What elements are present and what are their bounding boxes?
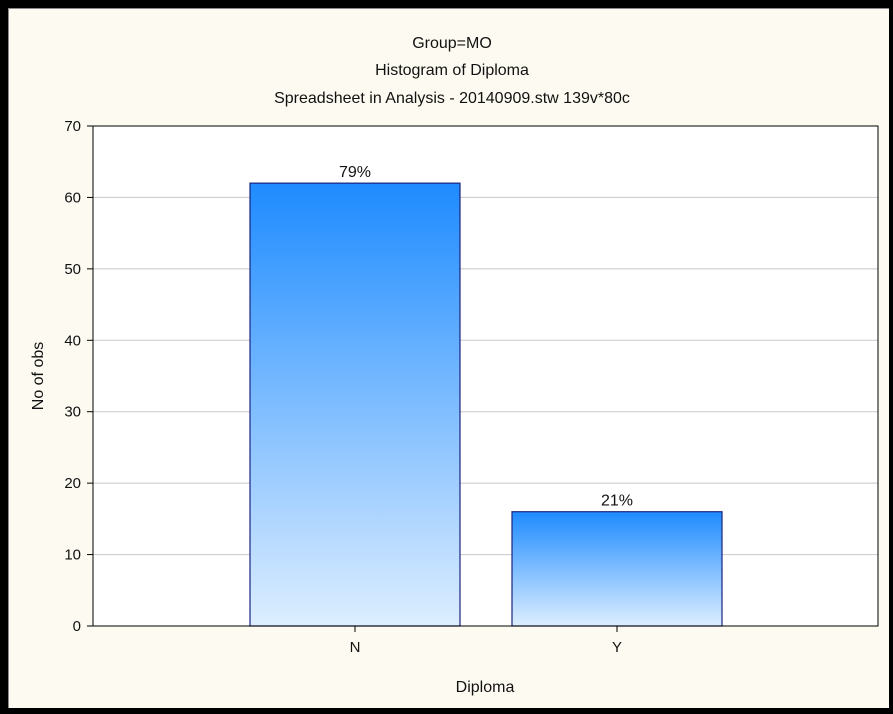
plot-border [92, 125, 879, 627]
y-tick-label: 0 [73, 618, 81, 635]
chart-title-line-2: Histogram of Diploma [375, 62, 529, 79]
y-tick-label: 50 [64, 261, 81, 278]
bar-y [511, 511, 723, 627]
y-tick-label: 60 [64, 189, 81, 206]
plot-area [93, 126, 878, 626]
y-tick-label: 20 [64, 475, 81, 492]
bars: 79% 21% [249, 164, 723, 627]
chart-title-line-3: Spreadsheet in Analysis - 20140909.stw 1… [274, 90, 630, 107]
y-axis-ticks: 0 10 20 30 40 50 60 70 [64, 118, 93, 635]
y-tick-label: 10 [64, 547, 81, 564]
x-tick-label: N [350, 639, 361, 656]
bar-data-label: 21% [601, 493, 633, 510]
y-tick-label: 30 [64, 404, 81, 421]
x-axis-title: Diploma [456, 679, 515, 696]
bar-data-label: 79% [339, 164, 371, 181]
chart-title-line-1: Group=MO [412, 35, 492, 52]
x-tick-label: Y [612, 639, 622, 656]
y-axis-title: No of obs [30, 342, 47, 410]
chart-inner-frame [8, 8, 889, 708]
y-tick-label: 70 [64, 118, 81, 135]
bar-n [249, 182, 461, 627]
grid-lines [93, 196, 878, 556]
y-tick-label: 40 [64, 332, 81, 349]
